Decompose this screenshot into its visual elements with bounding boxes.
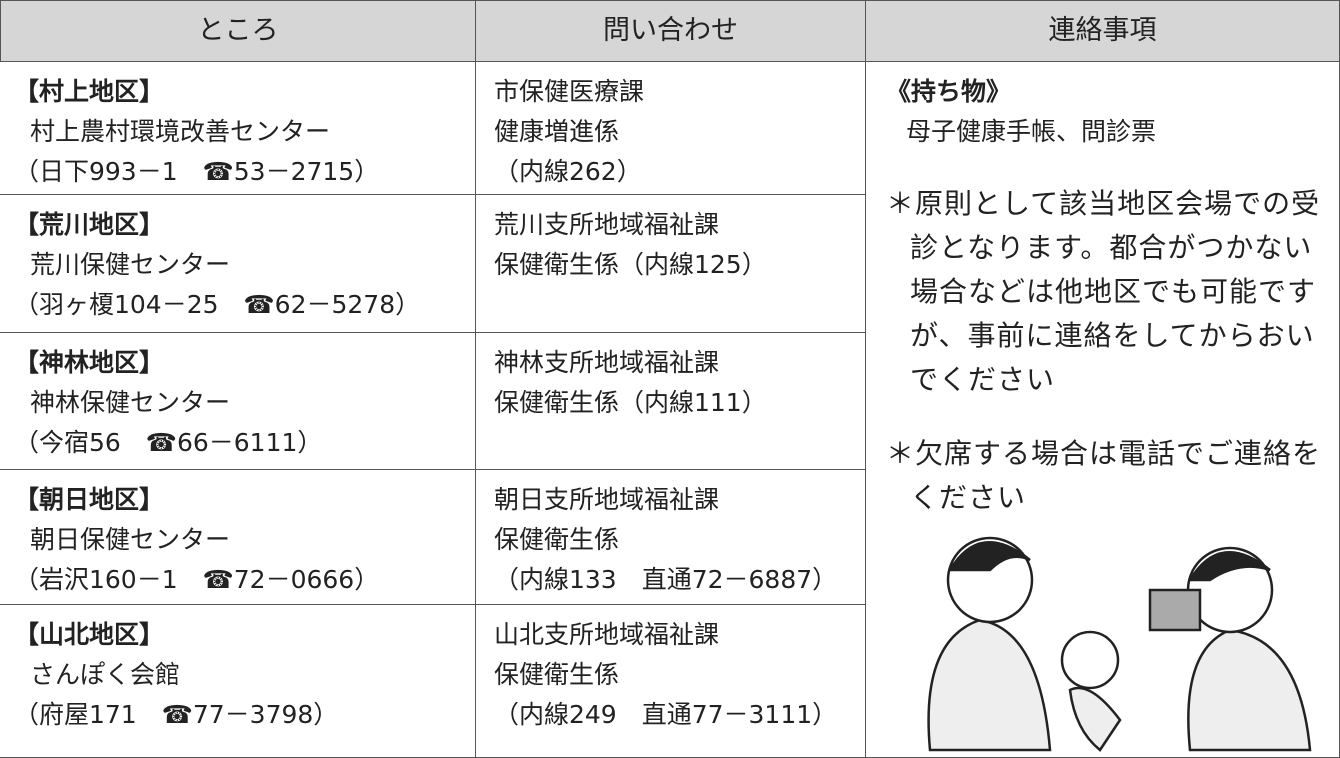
contact-cell: 朝日支所地域福祉課 保健衛生係 （内線133 直通72－6887） xyxy=(476,470,866,605)
remark: ＊原則として該当地区会場での受診となります。都合がつかない場合などは他地区でも可… xyxy=(886,187,1321,396)
place-cell: 【荒川地区】荒川保健センター （羽ヶ榎104－25 ☎62－5278） xyxy=(0,195,476,333)
place-line: 朝日保健センター xyxy=(30,525,231,554)
contact-cell: 山北支所地域福祉課 保健衛生係 （内線249 直通77－3111） xyxy=(476,605,866,758)
place-line: （府屋171 ☎77－3798） xyxy=(14,700,339,729)
place-line: （日下993－1 ☎53－2715） xyxy=(14,157,380,186)
contact-cell: 荒川支所地域福祉課保健衛生係（内線125） xyxy=(476,195,866,333)
contact-line: （内線262） xyxy=(494,157,642,186)
contact-line: 山北支所地域福祉課 xyxy=(494,620,720,649)
header-cell: 問い合わせ xyxy=(476,0,866,62)
place-line: 村上農村環境改善センター xyxy=(30,117,331,146)
contact-line: 神林支所地域福祉課 xyxy=(494,348,720,377)
place-line: 【朝日地区】 xyxy=(14,485,165,514)
contact-line: 荒川支所地域福祉課 xyxy=(494,210,720,239)
contact-line: 保健衛生係（内線125） xyxy=(494,250,767,279)
header-cell: 連絡事項 xyxy=(866,0,1340,62)
place-cell: 【朝日地区】朝日保健センター （岩沢160－1 ☎72－0666） xyxy=(0,470,476,605)
contact-line: 保健衛生係（内線111） xyxy=(494,388,767,417)
place-line: （岩沢160－1 ☎72－0666） xyxy=(14,565,380,594)
place-cell: 【神林地区】神林保健センター （今宿56 ☎66－6111） xyxy=(0,333,476,470)
place-cell: 【山北地区】さんぽく会館 （府屋171 ☎77－3798） xyxy=(0,605,476,758)
contact-line: （内線249 直通77－3111） xyxy=(494,700,838,729)
notes-items: 母子健康手帳、問診票 xyxy=(906,117,1157,146)
contact-line: 市保健医療課 xyxy=(494,77,645,106)
notes-heading: 《持ち物》 xyxy=(886,77,1012,106)
place-line: 【山北地区】 xyxy=(14,620,165,649)
contact-cell: 市保健医療課 健康増進係 （内線262） xyxy=(476,62,866,195)
remark: ＊欠席する場合は電話でご連絡をください xyxy=(886,437,1322,514)
place-line: さんぽく会館 xyxy=(30,660,181,689)
place-line: 【村上地区】 xyxy=(14,77,165,106)
contact-line: 保健衛生係 xyxy=(494,525,620,554)
contact-line: （内線133 直通72－6887） xyxy=(494,565,838,594)
place-cell: 【村上地区】村上農村環境改善センター （日下993－1 ☎53－2715） xyxy=(0,62,476,195)
notes-cell: 《持ち物》母子健康手帳、問診票 ＊原則として該当地区会場での受診となります。都合が… xyxy=(866,62,1340,758)
contact-cell: 神林支所地域福祉課保健衛生係（内線111） xyxy=(476,333,866,470)
place-line: 神林保健センター xyxy=(30,388,231,417)
place-line: 【荒川地区】 xyxy=(14,210,165,239)
place-line: 荒川保健センター xyxy=(30,250,231,279)
place-line: 【神林地区】 xyxy=(14,348,165,377)
place-line: （羽ヶ榎104－25 ☎62－5278） xyxy=(14,290,421,319)
contact-line: 朝日支所地域福祉課 xyxy=(494,485,720,514)
place-line: （今宿56 ☎66－6111） xyxy=(14,428,323,457)
header-cell: ところ xyxy=(0,0,476,62)
contact-line: 健康増進係 xyxy=(494,117,620,146)
illustration xyxy=(927,536,1312,752)
contact-line: 保健衛生係 xyxy=(494,660,620,689)
